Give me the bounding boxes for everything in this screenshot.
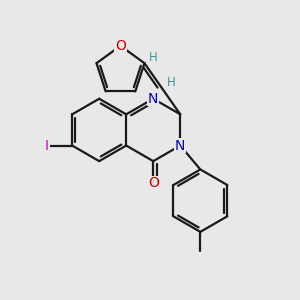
Text: O: O: [148, 176, 159, 190]
Text: I: I: [45, 139, 49, 152]
Text: H: H: [167, 76, 175, 89]
Text: H: H: [148, 51, 158, 64]
Text: N: N: [175, 139, 185, 152]
Text: O: O: [115, 39, 126, 53]
Text: N: N: [148, 92, 158, 106]
